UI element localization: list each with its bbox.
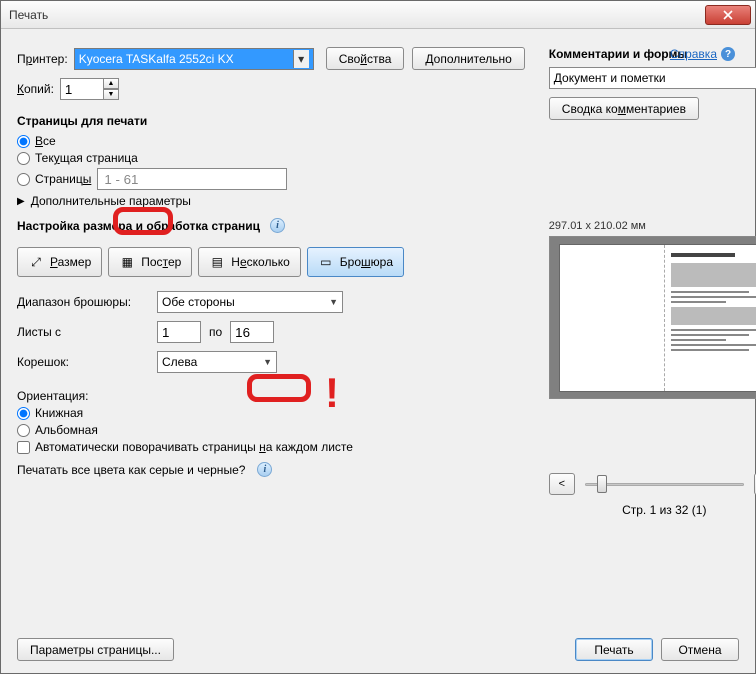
booklet-settings: Диапазон брошюры: Обе стороны▼ Листы с п… xyxy=(17,291,525,373)
sizing-title: Настройка размера и обработка страниц xyxy=(17,219,260,233)
pages-section-title: Страницы для печати xyxy=(17,114,525,128)
properties-button[interactable]: Свойства xyxy=(326,47,405,70)
binding-select[interactable]: Слева▼ xyxy=(157,351,277,373)
sheets-to-label: по xyxy=(209,325,222,339)
radio-current[interactable]: Текущая страница xyxy=(17,151,525,165)
radio-portrait[interactable]: Книжная xyxy=(17,406,525,420)
radio-all-label: Все xyxy=(35,134,56,148)
size-icon: ⤢ xyxy=(28,254,44,270)
autorotate-check[interactable]: Автоматически поворачивать страницы на к… xyxy=(17,440,525,454)
comments-select[interactable]: Документ и пометки▼ xyxy=(549,67,756,89)
print-dialog: Печать Справка ? Принтер: Kyocera TASKal… xyxy=(0,0,756,674)
advanced-button[interactable]: Дополнительно xyxy=(412,47,524,70)
binding-label: Корешок: xyxy=(17,355,157,369)
radio-current-label: Текущая страница xyxy=(35,151,138,165)
autorotate-checkbox[interactable] xyxy=(17,441,30,454)
grayscale-label: Печатать все цвета как серые и черные? xyxy=(17,463,245,477)
autorotate-label: Автоматически поворачивать страницы на к… xyxy=(35,440,353,454)
expander-arrow-icon: ▶ xyxy=(17,196,25,207)
preview-slider[interactable] xyxy=(585,474,744,494)
orientation-title: Ориентация: xyxy=(17,389,525,403)
radio-current-input[interactable] xyxy=(17,152,30,165)
radio-pages[interactable]: Страницы xyxy=(17,168,525,190)
radio-all-input[interactable] xyxy=(17,135,30,148)
sheets-to-input[interactable] xyxy=(230,321,274,343)
info-icon[interactable]: i xyxy=(257,462,272,477)
cancel-button[interactable]: Отмена xyxy=(661,638,739,661)
sizing-toggle-group: ⤢Размер ▦Постер ▤Несколько ▭Брошюра xyxy=(17,247,525,277)
preview-left-page xyxy=(560,245,664,391)
pages-range-input[interactable] xyxy=(97,168,287,190)
radio-landscape[interactable]: Альбомная xyxy=(17,423,525,437)
copies-label: Копий: xyxy=(17,82,54,96)
radio-landscape-input[interactable] xyxy=(17,424,30,437)
copies-row: Копий: ▲ ▼ xyxy=(17,78,525,100)
preview-right-page xyxy=(664,245,756,391)
printer-label: Принтер: xyxy=(17,52,68,66)
poster-icon: ▦ xyxy=(119,254,135,270)
size-toggle[interactable]: ⤢Размер xyxy=(17,247,102,277)
printer-row: Принтер: Kyocera TASKalfa 2552ci KX ▾ Св… xyxy=(17,47,525,70)
spinner-up-icon[interactable]: ▲ xyxy=(103,78,119,89)
close-button[interactable] xyxy=(705,5,751,25)
page-setup-button[interactable]: Параметры страницы... xyxy=(17,638,174,661)
sheets-from-label: Листы с xyxy=(17,325,157,339)
radio-portrait-input[interactable] xyxy=(17,407,30,420)
summarize-comments-button[interactable]: Сводка комментариев xyxy=(549,97,699,120)
slider-track xyxy=(585,483,744,486)
info-icon[interactable]: i xyxy=(270,218,285,233)
spinner-down-icon[interactable]: ▼ xyxy=(103,89,119,100)
titlebar: Печать xyxy=(1,1,755,29)
multiple-toggle[interactable]: ▤Несколько xyxy=(198,247,300,277)
radio-pages-label: Страницы xyxy=(35,172,91,186)
window-title: Печать xyxy=(9,8,705,22)
preview-box xyxy=(549,236,756,399)
print-button[interactable]: Печать xyxy=(575,638,653,661)
bottom-bar: Параметры страницы... Печать Отмена xyxy=(17,638,739,661)
sheets-from-input[interactable] xyxy=(157,321,201,343)
preview-dimensions: 297.01 x 210.02 мм xyxy=(549,220,756,232)
dialog-content: Справка ? Принтер: Kyocera TASKalfa 2552… xyxy=(1,29,755,673)
radio-landscape-label: Альбомная xyxy=(35,423,98,437)
multiple-icon: ▤ xyxy=(209,254,225,270)
printer-select[interactable]: Kyocera TASKalfa 2552ci KX ▾ xyxy=(74,48,314,70)
more-options-label: Дополнительные параметры xyxy=(31,194,191,208)
preview-page-spread xyxy=(559,244,756,392)
help-link[interactable]: Справка ? xyxy=(670,47,735,61)
help-icon: ? xyxy=(721,47,735,61)
printer-selected: Kyocera TASKalfa 2552ci KX xyxy=(79,52,234,66)
dropdown-arrow-icon: ▼ xyxy=(329,297,338,307)
more-options-expander[interactable]: ▶ Дополнительные параметры xyxy=(17,194,525,208)
close-icon xyxy=(723,10,733,20)
dropdown-arrow-icon: ▼ xyxy=(263,357,272,367)
booklet-range-select[interactable]: Обе стороны▼ xyxy=(157,291,343,313)
slider-thumb[interactable] xyxy=(597,475,607,493)
help-label: Справка xyxy=(670,47,717,61)
prev-page-button[interactable]: < xyxy=(549,473,575,495)
dropdown-arrow-icon: ▾ xyxy=(293,50,309,68)
booklet-range-label: Диапазон брошюры: xyxy=(17,295,157,309)
radio-portrait-label: Книжная xyxy=(35,406,83,420)
copies-spinner[interactable]: ▲ ▼ xyxy=(103,78,119,100)
page-counter: Стр. 1 из 32 (1) xyxy=(549,503,756,517)
radio-pages-input[interactable] xyxy=(17,173,30,186)
poster-toggle[interactable]: ▦Постер xyxy=(108,247,192,277)
booklet-toggle[interactable]: ▭Брошюра xyxy=(307,247,404,277)
preview-nav: < > xyxy=(549,473,756,495)
copies-input[interactable] xyxy=(60,78,104,100)
radio-all[interactable]: Все xyxy=(17,134,525,148)
booklet-icon: ▭ xyxy=(318,254,334,270)
